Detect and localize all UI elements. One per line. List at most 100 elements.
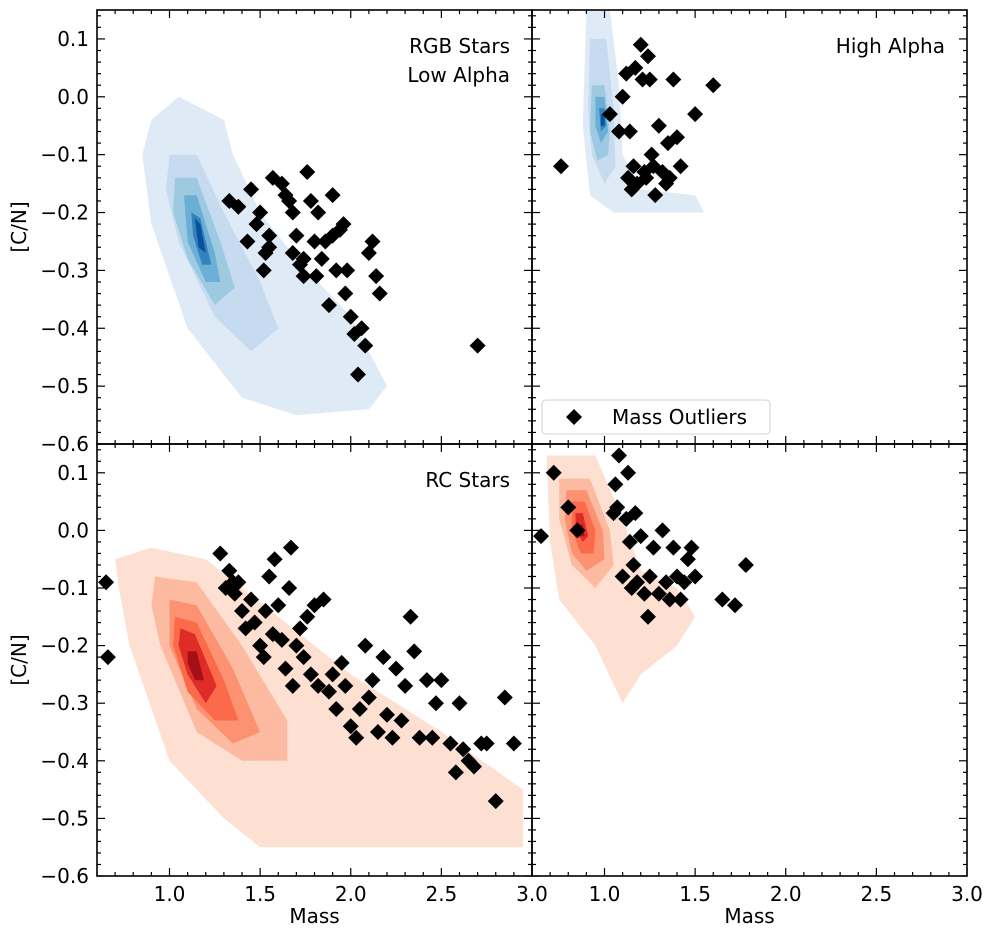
mass-outlier-point	[284, 245, 301, 262]
mass-outlier-point	[351, 700, 368, 717]
mass-outlier-point	[607, 476, 624, 493]
mass-outlier-point	[99, 649, 116, 666]
mass-outlier-point	[621, 533, 638, 550]
panel-top-left: 0.1 0.0 −0.1 −0.2 −0.3 −0.4 −0.5 −0.6 [C/N] RGB S…	[7, 9, 533, 456]
panel-annotation: RC Stars	[425, 468, 510, 492]
plot-area	[553, 10, 722, 213]
legend-box	[541, 399, 771, 435]
plot-area	[533, 447, 754, 704]
panel-annotation: Low Alpha	[407, 63, 510, 87]
x-axis-label: Mass	[289, 904, 339, 928]
x-tick-label: 2.5	[860, 882, 892, 906]
mass-outlier-point	[406, 643, 423, 660]
mass-outlier-point	[212, 545, 229, 562]
mass-outlier-point	[295, 649, 312, 666]
y-axis-label: [C/N]	[7, 634, 31, 685]
mass-outlier-point	[629, 574, 646, 591]
mass-outlier-point	[669, 129, 685, 146]
mass-outlier-point	[705, 77, 722, 94]
mass-outlier-point	[302, 666, 319, 683]
mass-outlier-point	[288, 227, 305, 244]
mass-outlier-point	[665, 71, 682, 88]
mass-outlier-point	[337, 677, 354, 694]
mass-outlier-point	[687, 568, 704, 585]
mass-outlier-point	[661, 169, 678, 186]
mass-outlier-point	[643, 146, 660, 163]
mass-outlier-point	[393, 712, 410, 729]
mass-outlier-point	[299, 608, 316, 625]
mass-outlier-point	[282, 539, 299, 556]
mass-outlier-point	[433, 672, 450, 689]
mass-outlier-point	[243, 591, 260, 608]
y-tick-label: −0.3	[40, 691, 89, 715]
mass-outlier-point	[402, 608, 419, 625]
mass-outlier-point	[255, 649, 272, 666]
mass-outlier-point	[455, 741, 472, 758]
mass-outlier-point	[239, 233, 256, 250]
legend-label: Mass Outliers	[612, 405, 747, 429]
mass-outlier-point	[302, 192, 319, 209]
mass-outlier-point	[533, 528, 550, 545]
mass-outlier-point	[645, 539, 662, 556]
mass-outlier-point	[246, 614, 263, 631]
y-tick-label: −0.4	[40, 749, 89, 773]
mass-outlier-point	[672, 591, 689, 608]
mass-outlier-point	[295, 250, 312, 267]
x-tick-label: 2.0	[770, 882, 802, 906]
panel-annotation: High Alpha	[836, 34, 945, 58]
mass-outlier-point	[234, 603, 250, 620]
mass-outlier-point	[487, 793, 504, 810]
mass-outlier-point	[335, 216, 352, 233]
mass-outlier-point	[368, 268, 385, 285]
mass-outlier-point	[611, 447, 627, 464]
mass-outlier-point	[348, 729, 365, 746]
mass-outlier-point	[357, 337, 374, 354]
mass-outlier-point	[641, 568, 658, 585]
mass-outlier-point	[342, 718, 359, 735]
mass-outlier-point	[310, 677, 327, 694]
y-tick-label: 0.1	[57, 461, 89, 485]
mass-outlier-point	[339, 262, 356, 279]
mass-outlier-point	[350, 366, 366, 383]
mass-outlier-point	[609, 499, 626, 516]
mass-outlier-point	[714, 591, 731, 608]
panel-annotation: RGB Stars	[409, 34, 510, 58]
mass-outlier-point	[661, 591, 678, 608]
mass-outlier-point	[620, 464, 637, 481]
y-tick-label: −0.2	[40, 634, 89, 658]
y-tick-label: −0.3	[40, 258, 89, 282]
mass-outlier-point	[306, 233, 323, 250]
mass-outlier-point	[375, 649, 392, 666]
mass-outlier-point	[357, 637, 374, 654]
mass-outlier-point	[627, 59, 644, 76]
mass-outlier-point	[353, 320, 370, 337]
mass-outlier-point	[640, 608, 656, 625]
y-tick-label: −0.6	[40, 864, 89, 888]
plot-area	[142, 96, 486, 416]
mass-outlier-point	[230, 574, 247, 591]
mass-outlier-point	[342, 308, 359, 325]
mass-outlier-point	[638, 169, 655, 186]
mass-outlier-point	[658, 574, 675, 591]
mass-outlier-point	[257, 603, 274, 620]
mass-outlier-point	[397, 677, 414, 694]
panel-bottom-right: 1.0 1.5 2.0 2.5 3.0 Mass	[531, 443, 983, 928]
y-tick-label: −0.4	[40, 316, 89, 340]
mass-outlier-point	[424, 729, 441, 746]
mass-outlier-point	[321, 297, 337, 314]
x-tick-label: 1.5	[679, 882, 711, 906]
mass-outlier-point	[284, 204, 301, 221]
mass-outlier-point	[384, 729, 401, 746]
mass-outlier-point	[569, 522, 586, 539]
mass-outlier-point	[371, 285, 388, 302]
mass-outlier-point	[243, 181, 260, 198]
mass-outlier-point	[625, 158, 642, 175]
mass-outlier-point	[647, 187, 664, 204]
panels-layer: 0.1 0.0 −0.1 −0.2 −0.3 −0.4 −0.5 −0.6 [C/N] RGB S…	[7, 9, 983, 928]
x-tick-label: 3.0	[951, 882, 983, 906]
mass-outlier-point	[601, 106, 618, 123]
mass-outlier-point	[324, 187, 341, 204]
mass-outlier-point	[321, 683, 337, 700]
mass-outlier-point	[310, 204, 327, 221]
